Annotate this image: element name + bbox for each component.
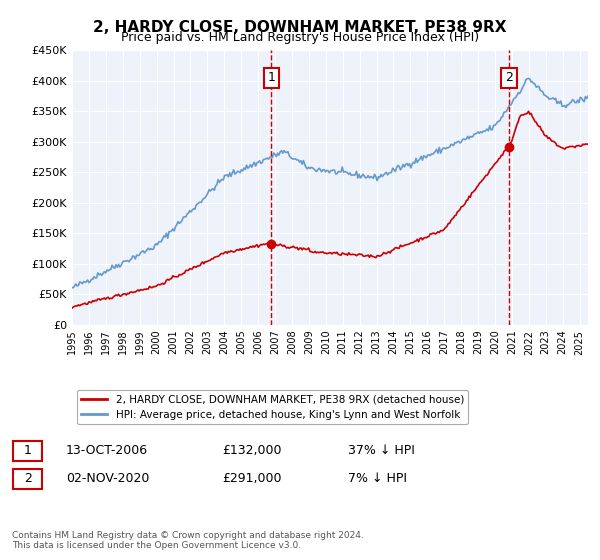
Text: Price paid vs. HM Land Registry's House Price Index (HPI): Price paid vs. HM Land Registry's House … [121,31,479,44]
Text: 13-OCT-2006: 13-OCT-2006 [66,444,148,458]
Text: 7% ↓ HPI: 7% ↓ HPI [348,472,407,486]
Text: 2, HARDY CLOSE, DOWNHAM MARKET, PE38 9RX: 2, HARDY CLOSE, DOWNHAM MARKET, PE38 9RX [93,20,507,35]
Text: £291,000: £291,000 [222,472,281,486]
Text: 37% ↓ HPI: 37% ↓ HPI [348,444,415,458]
Text: 02-NOV-2020: 02-NOV-2020 [66,472,149,486]
Text: 2: 2 [505,71,513,85]
Text: 1: 1 [268,71,275,85]
Legend: 2, HARDY CLOSE, DOWNHAM MARKET, PE38 9RX (detached house), HPI: Average price, d: 2, HARDY CLOSE, DOWNHAM MARKET, PE38 9RX… [77,390,468,424]
Text: 2: 2 [23,472,32,486]
Text: 1: 1 [23,444,32,458]
Text: Contains HM Land Registry data © Crown copyright and database right 2024.
This d: Contains HM Land Registry data © Crown c… [12,530,364,550]
Text: £132,000: £132,000 [222,444,281,458]
